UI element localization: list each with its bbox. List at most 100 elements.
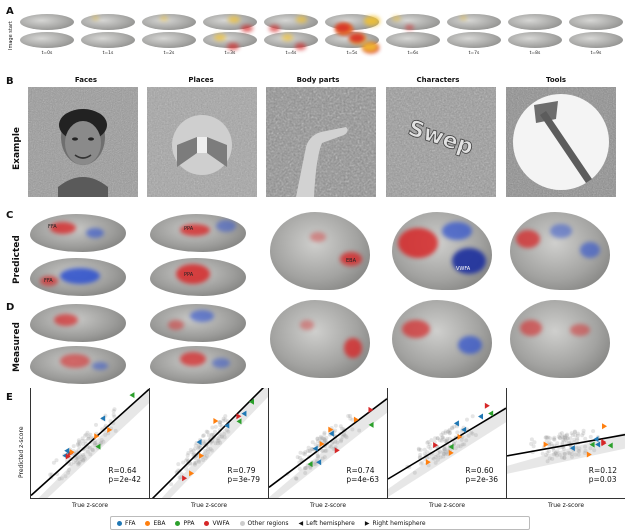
other-region-point: [78, 459, 83, 464]
roi-point: [319, 441, 325, 448]
other-region-point: [208, 447, 213, 451]
other-region-point: [572, 437, 577, 442]
other-region-point: [216, 436, 221, 441]
other-region-point: [573, 429, 577, 434]
other-region-point: [344, 435, 349, 440]
other-region-point: [576, 431, 580, 436]
other-region-point: [350, 427, 355, 432]
stat-p: p=0.03: [588, 475, 617, 484]
roi-point: [607, 442, 613, 449]
other-region-point: [588, 434, 593, 439]
other-region-point: [436, 450, 440, 455]
other-region-point: [448, 430, 453, 435]
other-region-point: [218, 420, 222, 425]
other-region-point: [322, 439, 327, 444]
other-region-point: [443, 439, 448, 444]
legend-item-3: VWFA: [204, 520, 230, 527]
other-region-point: [552, 452, 557, 457]
roi-point: [64, 447, 70, 454]
other-region-point: [560, 441, 565, 445]
other-region-point: [77, 439, 82, 444]
roi-point: [448, 443, 454, 450]
other-region-point: [588, 446, 593, 451]
other-region-point: [324, 435, 329, 440]
other-region-point: [221, 418, 226, 423]
other-region-point: [442, 446, 447, 451]
row-label-measured: Measured: [12, 322, 22, 372]
other-region-point: [210, 432, 215, 437]
other-region-point: [425, 440, 430, 445]
predicted-brain-faces-bottom: FFA: [30, 258, 126, 296]
other-region-point: [57, 476, 62, 481]
other-region-point: [293, 476, 298, 481]
other-region-point: [553, 451, 558, 456]
other-region-point: [315, 437, 320, 441]
other-region-point: [433, 455, 438, 459]
other-region-point: [192, 462, 197, 467]
other-region-point: [576, 448, 581, 453]
other-region-point: [316, 439, 320, 444]
other-region-point: [329, 444, 334, 449]
other-region-point: [558, 432, 563, 437]
roi-point: [94, 433, 100, 440]
other-region-point: [206, 433, 211, 438]
other-region-point: [323, 448, 328, 453]
other-region-point: [77, 461, 82, 466]
other-region-point: [564, 433, 569, 438]
other-region-point: [76, 455, 81, 460]
roi-point: [488, 410, 494, 417]
legend-label: Left hemisphere: [306, 519, 355, 527]
time-label-3: t=3s: [224, 51, 236, 56]
other-region-point: [306, 445, 311, 450]
other-region-point: [186, 451, 191, 455]
time-label-5: t=5s: [346, 51, 358, 56]
other-region-point: [459, 430, 464, 435]
other-region-point: [322, 438, 327, 443]
time-label-1: t=1s: [102, 51, 114, 56]
other-region-point: [553, 450, 558, 455]
region-label-ppa: PPA: [184, 226, 194, 232]
other-region-point: [333, 423, 338, 428]
other-region-point: [460, 442, 465, 447]
other-region-point: [87, 445, 92, 450]
x-axis-label: True z-score: [190, 502, 228, 509]
stat-text-4: R=0.12 p=0.03: [589, 466, 617, 484]
other-region-point: [86, 436, 91, 441]
regression-line: [151, 388, 265, 498]
other-region-point: [193, 460, 198, 465]
other-region-point: [568, 440, 573, 445]
region-label-eba: EBA: [346, 258, 357, 264]
other-region-point: [298, 450, 303, 455]
other-region-point: [592, 448, 597, 453]
other-region-point: [303, 450, 308, 455]
stat-r: R=0.79: [227, 466, 256, 475]
other-region-point: [573, 452, 578, 457]
other-region-point: [219, 434, 224, 439]
roi-point: [249, 398, 255, 405]
time-brain-1: [81, 14, 135, 50]
other-region-point: [76, 462, 81, 467]
other-region-point: [315, 436, 320, 441]
other-region-point: [333, 445, 338, 450]
example-image-body-parts: [266, 87, 376, 197]
other-region-point: [562, 451, 567, 456]
predicted-brain-places-top: PPA: [150, 214, 246, 252]
panel-letter-c: C: [6, 210, 14, 221]
roi-point: [543, 441, 549, 448]
other-region-point: [59, 476, 64, 481]
other-region-point: [422, 447, 427, 452]
other-region-point: [113, 428, 118, 433]
other-region-point: [323, 438, 328, 443]
legend-item-4: Other regions: [239, 519, 289, 527]
other-region-point: [567, 440, 571, 445]
other-region-point: [67, 467, 72, 472]
example-image-characters: Swep: [386, 87, 496, 197]
other-region-point: [85, 449, 90, 454]
other-region-point: [435, 436, 440, 441]
other-region-point: [313, 462, 318, 467]
other-region-point: [529, 441, 534, 446]
legend-label: Other regions: [247, 519, 289, 527]
other-region-point: [551, 437, 556, 442]
other-region-point: [420, 460, 425, 465]
other-region-point: [224, 428, 229, 433]
